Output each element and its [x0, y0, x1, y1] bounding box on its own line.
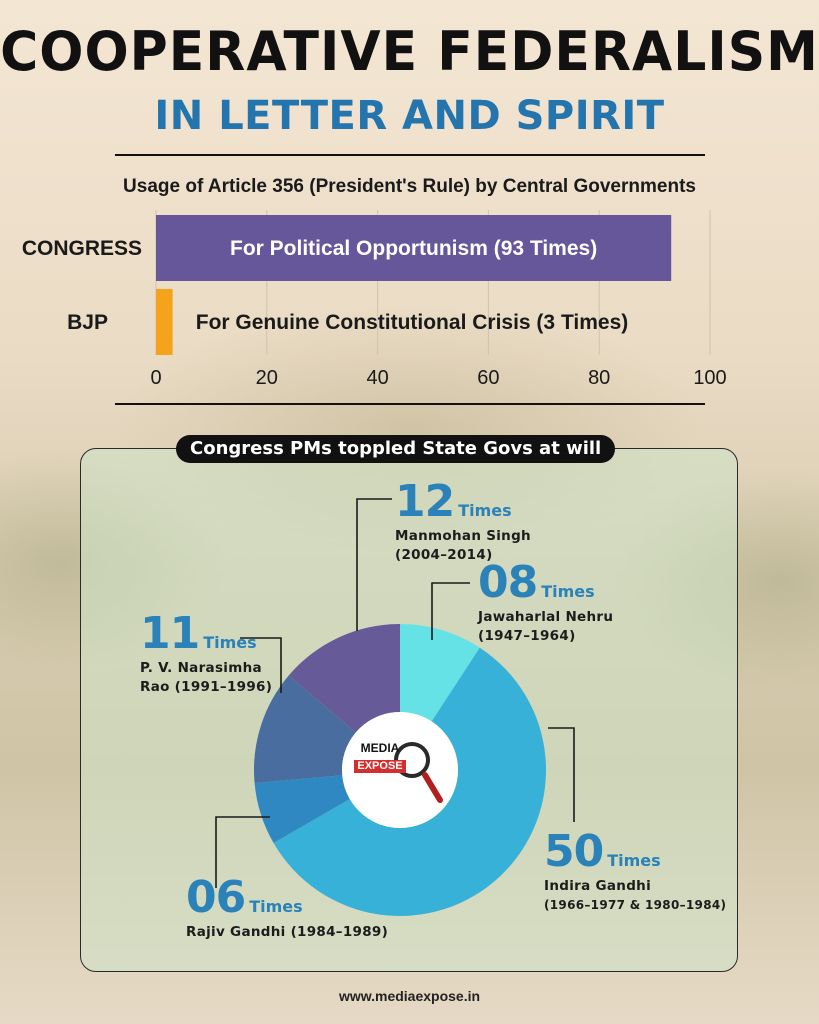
callout-value: 06 — [186, 872, 246, 923]
donut-slice — [273, 647, 547, 917]
bar-label: For Political Opportunism (93 Times) — [230, 237, 597, 260]
x-tick-label: 40 — [366, 367, 388, 389]
leader-line-rajiv — [215, 816, 270, 888]
x-tick-label: 100 — [693, 367, 726, 389]
callout-period: Rao (1991–1996) — [140, 679, 273, 695]
callout-unit: Times — [249, 897, 303, 916]
footer-url[interactable]: www.mediaexpose.in — [338, 988, 481, 1004]
logo-text-top: MEDIA — [360, 741, 400, 755]
callout-unit: Times — [607, 851, 661, 870]
callout-value: 11 — [140, 608, 200, 659]
divider-bottom — [115, 403, 705, 405]
donut-chart-title: Congress PMs toppled State Govs at will — [176, 435, 616, 463]
callout-narasimha: 11 Times P. V. Narasimha Rao (1991–1996) — [140, 608, 272, 697]
callout-period: (2004–2014) — [395, 547, 493, 563]
callout-value: 12 — [395, 476, 455, 527]
callout-rajiv: 06 Times Rajiv Gandhi (1984–1989) — [186, 872, 388, 942]
callout-value: 50 — [544, 826, 604, 877]
callout-unit: Times — [203, 633, 257, 652]
callout-nehru: 08 Times Jawaharlal Nehru (1947–1964) — [478, 557, 613, 646]
bar — [156, 215, 672, 281]
category-label: BJP — [67, 311, 108, 334]
category-label: CONGRESS — [22, 237, 142, 260]
donut-slice — [400, 624, 480, 722]
divider-top — [115, 154, 705, 156]
magnifier-handle — [422, 772, 443, 803]
leader-line-indira — [548, 727, 575, 822]
callout-name: Manmohan Singh — [395, 528, 531, 544]
callout-unit: Times — [458, 501, 512, 520]
callout-manmohan: 12 Times Manmohan Singh (2004–2014) — [395, 476, 531, 565]
callout-indira: 50 Times Indira Gandhi (1966–1977 & 1980–… — [544, 826, 726, 915]
leader-line-nehru — [431, 582, 470, 640]
page-title: COOPERATIVE FEDERALISM — [0, 20, 819, 84]
callout-period: (1947–1964) — [478, 628, 576, 644]
bar-chart-title: Usage of Article 356 (President's Rule) … — [123, 176, 696, 197]
donut-slice — [254, 775, 350, 843]
logo-text-bottom: EXPOSE — [354, 760, 406, 773]
callout-period: (1966–1977 & 1980–1984) — [544, 898, 727, 912]
callout-value: 08 — [478, 557, 538, 608]
donut-slice — [288, 624, 400, 733]
callout-unit: Times — [541, 582, 595, 601]
bar-chart: CONGRESS For Political Opportunism (93 Ti… — [22, 210, 727, 389]
callout-name: P. V. Narasimha — [140, 660, 262, 676]
callout-name: Jawaharlal Nehru — [478, 609, 614, 625]
x-tick-label: 80 — [588, 367, 610, 389]
leader-line-manmohan — [356, 498, 392, 631]
media-expose-logo: MEDIA EXPOSE — [344, 742, 416, 773]
bar — [156, 289, 173, 355]
x-tick-label: 20 — [256, 367, 278, 389]
bar-label: For Genuine Constitutional Crisis (3 Tim… — [196, 311, 629, 334]
page-subtitle: IN LETTER AND SPIRIT — [154, 93, 665, 139]
callout-name: Indira Gandhi — [544, 878, 651, 894]
x-tick-label: 0 — [150, 367, 161, 389]
leader-line-narasimha — [240, 637, 282, 693]
callout-name: Rajiv Gandhi (1984–1989) — [186, 924, 389, 940]
donut-slice — [254, 675, 356, 784]
x-tick-label: 60 — [477, 367, 499, 389]
